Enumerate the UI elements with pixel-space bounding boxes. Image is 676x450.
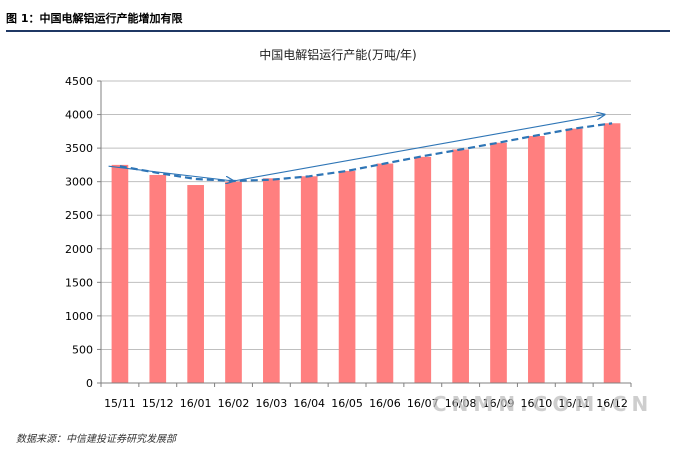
y-tick-label: 3500 bbox=[65, 142, 93, 155]
x-tick-label: 16/11 bbox=[558, 397, 590, 410]
bar bbox=[263, 178, 280, 383]
chart-title: 中国电解铝运行产能(万吨/年) bbox=[259, 48, 417, 62]
x-tick-label: 16/01 bbox=[180, 397, 212, 410]
trend-arrow bbox=[233, 115, 605, 182]
bar bbox=[376, 163, 394, 383]
x-tick-label: 16/05 bbox=[331, 397, 363, 410]
x-tick-label: 16/03 bbox=[256, 397, 288, 410]
bar bbox=[300, 176, 318, 383]
gridlines bbox=[101, 80, 631, 350]
figure-header: 图 1：中国电解铝运行产能增加有限 bbox=[6, 8, 670, 32]
y-tick-label: 1500 bbox=[65, 276, 93, 289]
bar bbox=[187, 185, 204, 383]
x-tick-label: 16/10 bbox=[521, 397, 553, 410]
bar bbox=[149, 174, 167, 383]
trend-arrow bbox=[108, 165, 234, 181]
bar bbox=[452, 149, 469, 383]
x-tick-label: 16/06 bbox=[369, 397, 401, 410]
trend-line bbox=[119, 122, 613, 183]
x-tick-label: 16/09 bbox=[483, 397, 515, 410]
bar bbox=[225, 181, 242, 383]
x-tick-label: 16/07 bbox=[407, 397, 439, 410]
x-tick-label: 16/02 bbox=[218, 397, 250, 410]
x-tick-label: 16/08 bbox=[445, 397, 477, 410]
bar bbox=[565, 128, 583, 383]
y-tick-label: 500 bbox=[72, 343, 93, 356]
source-note: 数据来源：中信建投证券研究发展部 bbox=[16, 434, 176, 445]
trend-layer bbox=[108, 115, 613, 183]
y-tick-label: 1000 bbox=[65, 310, 93, 323]
tick-labels: 0 500 1000 1500 2000 2500 3000 3500 4000 4500 15/1… bbox=[65, 75, 628, 410]
y-tick-label: 3000 bbox=[65, 176, 93, 189]
y-tick-label: 2000 bbox=[65, 243, 93, 256]
axes bbox=[97, 80, 632, 387]
x-tick-label: 15/11 bbox=[104, 397, 136, 410]
x-tick-label: 16/12 bbox=[596, 397, 628, 410]
figure-caption: 图 1：中国电解铝运行产能增加有限 bbox=[6, 12, 183, 25]
x-tick-label: 16/04 bbox=[293, 397, 325, 410]
y-tick-label: 4000 bbox=[65, 109, 93, 122]
y-tick-label: 4500 bbox=[65, 75, 93, 88]
x-tick-label: 15/12 bbox=[142, 397, 174, 410]
bar bbox=[528, 136, 545, 383]
bar bbox=[603, 123, 621, 383]
bar bbox=[111, 164, 129, 383]
bar bbox=[490, 142, 507, 383]
y-tick-label: 2500 bbox=[65, 209, 93, 222]
bar-series bbox=[111, 123, 621, 383]
y-tick-label: 0 bbox=[86, 377, 93, 390]
bar bbox=[414, 156, 432, 383]
bar bbox=[338, 170, 356, 383]
watermark: CNMN.COM.CN bbox=[432, 392, 654, 416]
